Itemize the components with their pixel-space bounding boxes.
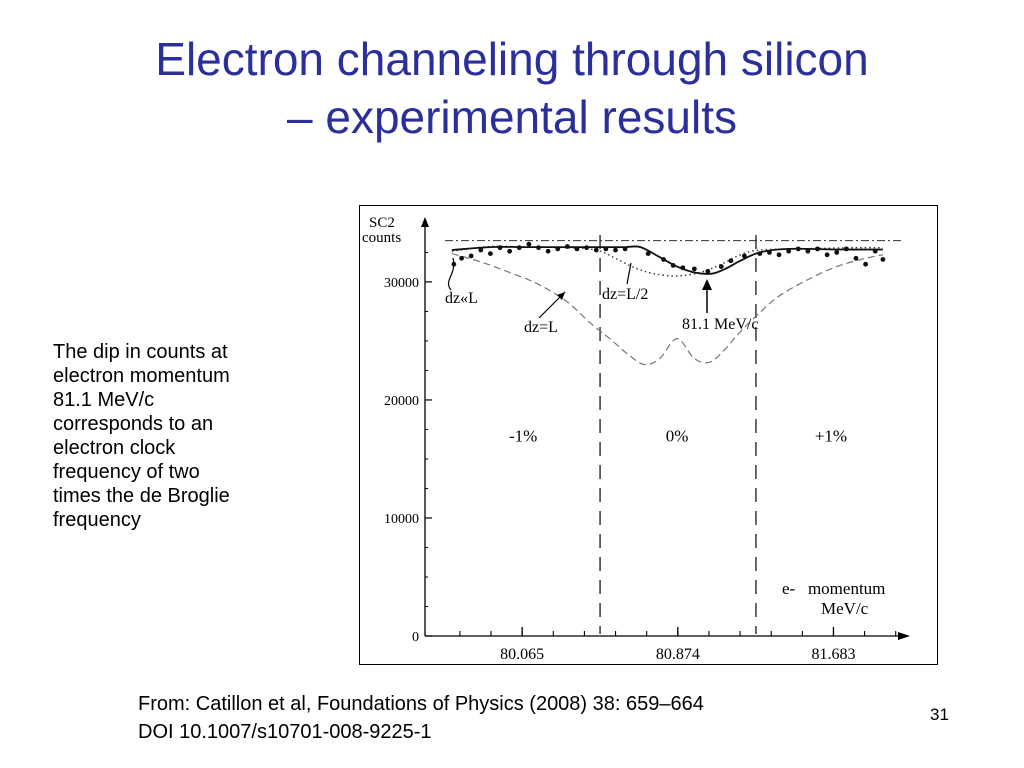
- note-line: 81.1 MeV/c: [53, 389, 155, 411]
- x-tick-label: 80.874: [656, 646, 700, 663]
- data-point: [555, 246, 561, 252]
- series-line-dashed: [451, 253, 884, 366]
- note-line: electron momentum: [53, 365, 230, 387]
- data-point: [718, 264, 724, 269]
- data-point: [853, 255, 859, 261]
- data-point: [843, 246, 849, 252]
- y-axis-label-line-2: counts: [362, 230, 401, 246]
- data-point: [545, 248, 551, 254]
- data-point: [459, 255, 464, 261]
- annotation-dz-much-less-l: dz«L: [445, 290, 478, 307]
- x-axis-arrowhead: [898, 632, 910, 640]
- x-axis-label-line-2: MeV/c: [821, 599, 869, 618]
- data-point: [584, 245, 590, 251]
- x-axis-label-line-1: e- momentum: [782, 579, 885, 598]
- data-point: [705, 268, 711, 274]
- note-line: frequency of two: [53, 461, 200, 483]
- slide-title-line-2: – experimental results: [287, 91, 737, 143]
- slide-title-line-1: Electron channeling through silicon: [155, 33, 869, 85]
- counts-vs-momentum-chart: -1% 0% +1% 0 10000 20000 30000 80.065 80.874 81.…: [359, 205, 938, 665]
- data-point: [766, 250, 772, 255]
- data-point: [824, 252, 830, 258]
- data-point: [863, 261, 868, 267]
- explanation-text: The dip in counts at electron momentum 8…: [53, 340, 293, 532]
- data-point: [497, 245, 503, 251]
- data-point: [645, 251, 651, 256]
- data-point: [757, 251, 763, 256]
- data-point: [613, 247, 618, 253]
- annotation-arrowhead-dz-equals-l: [557, 292, 565, 300]
- annotation-arrow-dz-much-less-l: [447, 257, 455, 291]
- data-point: [468, 253, 474, 259]
- data-point: [880, 257, 886, 262]
- data-point: [815, 246, 820, 252]
- region-label: +1%: [815, 426, 847, 445]
- data-point: [834, 250, 840, 255]
- data-point: [478, 247, 484, 253]
- y-tick-label: 10000: [384, 512, 419, 527]
- annotation-dz-equals-l-half: dz=L/2: [602, 286, 648, 303]
- note-line: electron clock: [53, 437, 176, 459]
- y-tick-label: 30000: [384, 276, 419, 291]
- region-label: 0%: [666, 426, 689, 445]
- annotation-momentum-marker: 81.1 MeV/c: [682, 316, 758, 333]
- citation-line-2: DOI 10.1007/s10701-008-9225-1: [138, 721, 432, 743]
- data-point: [516, 245, 522, 251]
- data-point: [872, 248, 878, 254]
- data-point: [728, 258, 734, 264]
- y-tick-label: 20000: [384, 394, 419, 409]
- region-label: -1%: [509, 426, 537, 445]
- note-line: times the de Broglie: [53, 485, 230, 507]
- data-point: [786, 248, 792, 254]
- slide-number: 31: [930, 705, 949, 724]
- data-point: [564, 244, 570, 249]
- data-point: [776, 252, 782, 258]
- figure-border: [359, 205, 938, 665]
- data-point: [593, 247, 599, 253]
- data-point: [574, 246, 580, 252]
- x-tick-label: 80.065: [500, 646, 544, 663]
- slide-title: Electron channeling through silicon – ex…: [40, 30, 984, 146]
- data-point: [680, 265, 686, 271]
- data-point: [526, 241, 532, 247]
- annotation-arrow-dz-equals-l-half: [626, 262, 632, 285]
- annotation-dz-equals-l: dz=L: [524, 319, 558, 336]
- data-point: [507, 248, 513, 254]
- y-axis-label-line-1: SC2: [369, 215, 395, 231]
- data-point: [661, 257, 666, 262]
- data-point: [603, 246, 609, 252]
- annotation-arrowhead-momentum-marker: [702, 279, 712, 290]
- y-axis-arrowhead: [421, 217, 429, 227]
- channeling-figure: -1% 0% +1% 0 10000 20000 30000 80.065 80.874 81.…: [359, 205, 938, 665]
- note-line: The dip in counts at: [53, 341, 228, 363]
- note-line: corresponds to an: [53, 413, 214, 435]
- citation-line-1: From: Catillon et al, Foundations of Phy…: [138, 693, 704, 715]
- data-point: [805, 248, 811, 254]
- data-point: [488, 251, 493, 256]
- data-point: [741, 253, 747, 259]
- data-point: [691, 266, 697, 272]
- y-tick-label: 0: [412, 630, 419, 645]
- x-tick-label: 81.683: [811, 646, 855, 663]
- note-line: frequency: [53, 509, 141, 531]
- citation: From: Catillon et al, Foundations of Phy…: [138, 690, 898, 746]
- data-point: [795, 246, 801, 252]
- data-point: [670, 262, 676, 268]
- data-point: [536, 245, 541, 251]
- data-point: [622, 246, 628, 252]
